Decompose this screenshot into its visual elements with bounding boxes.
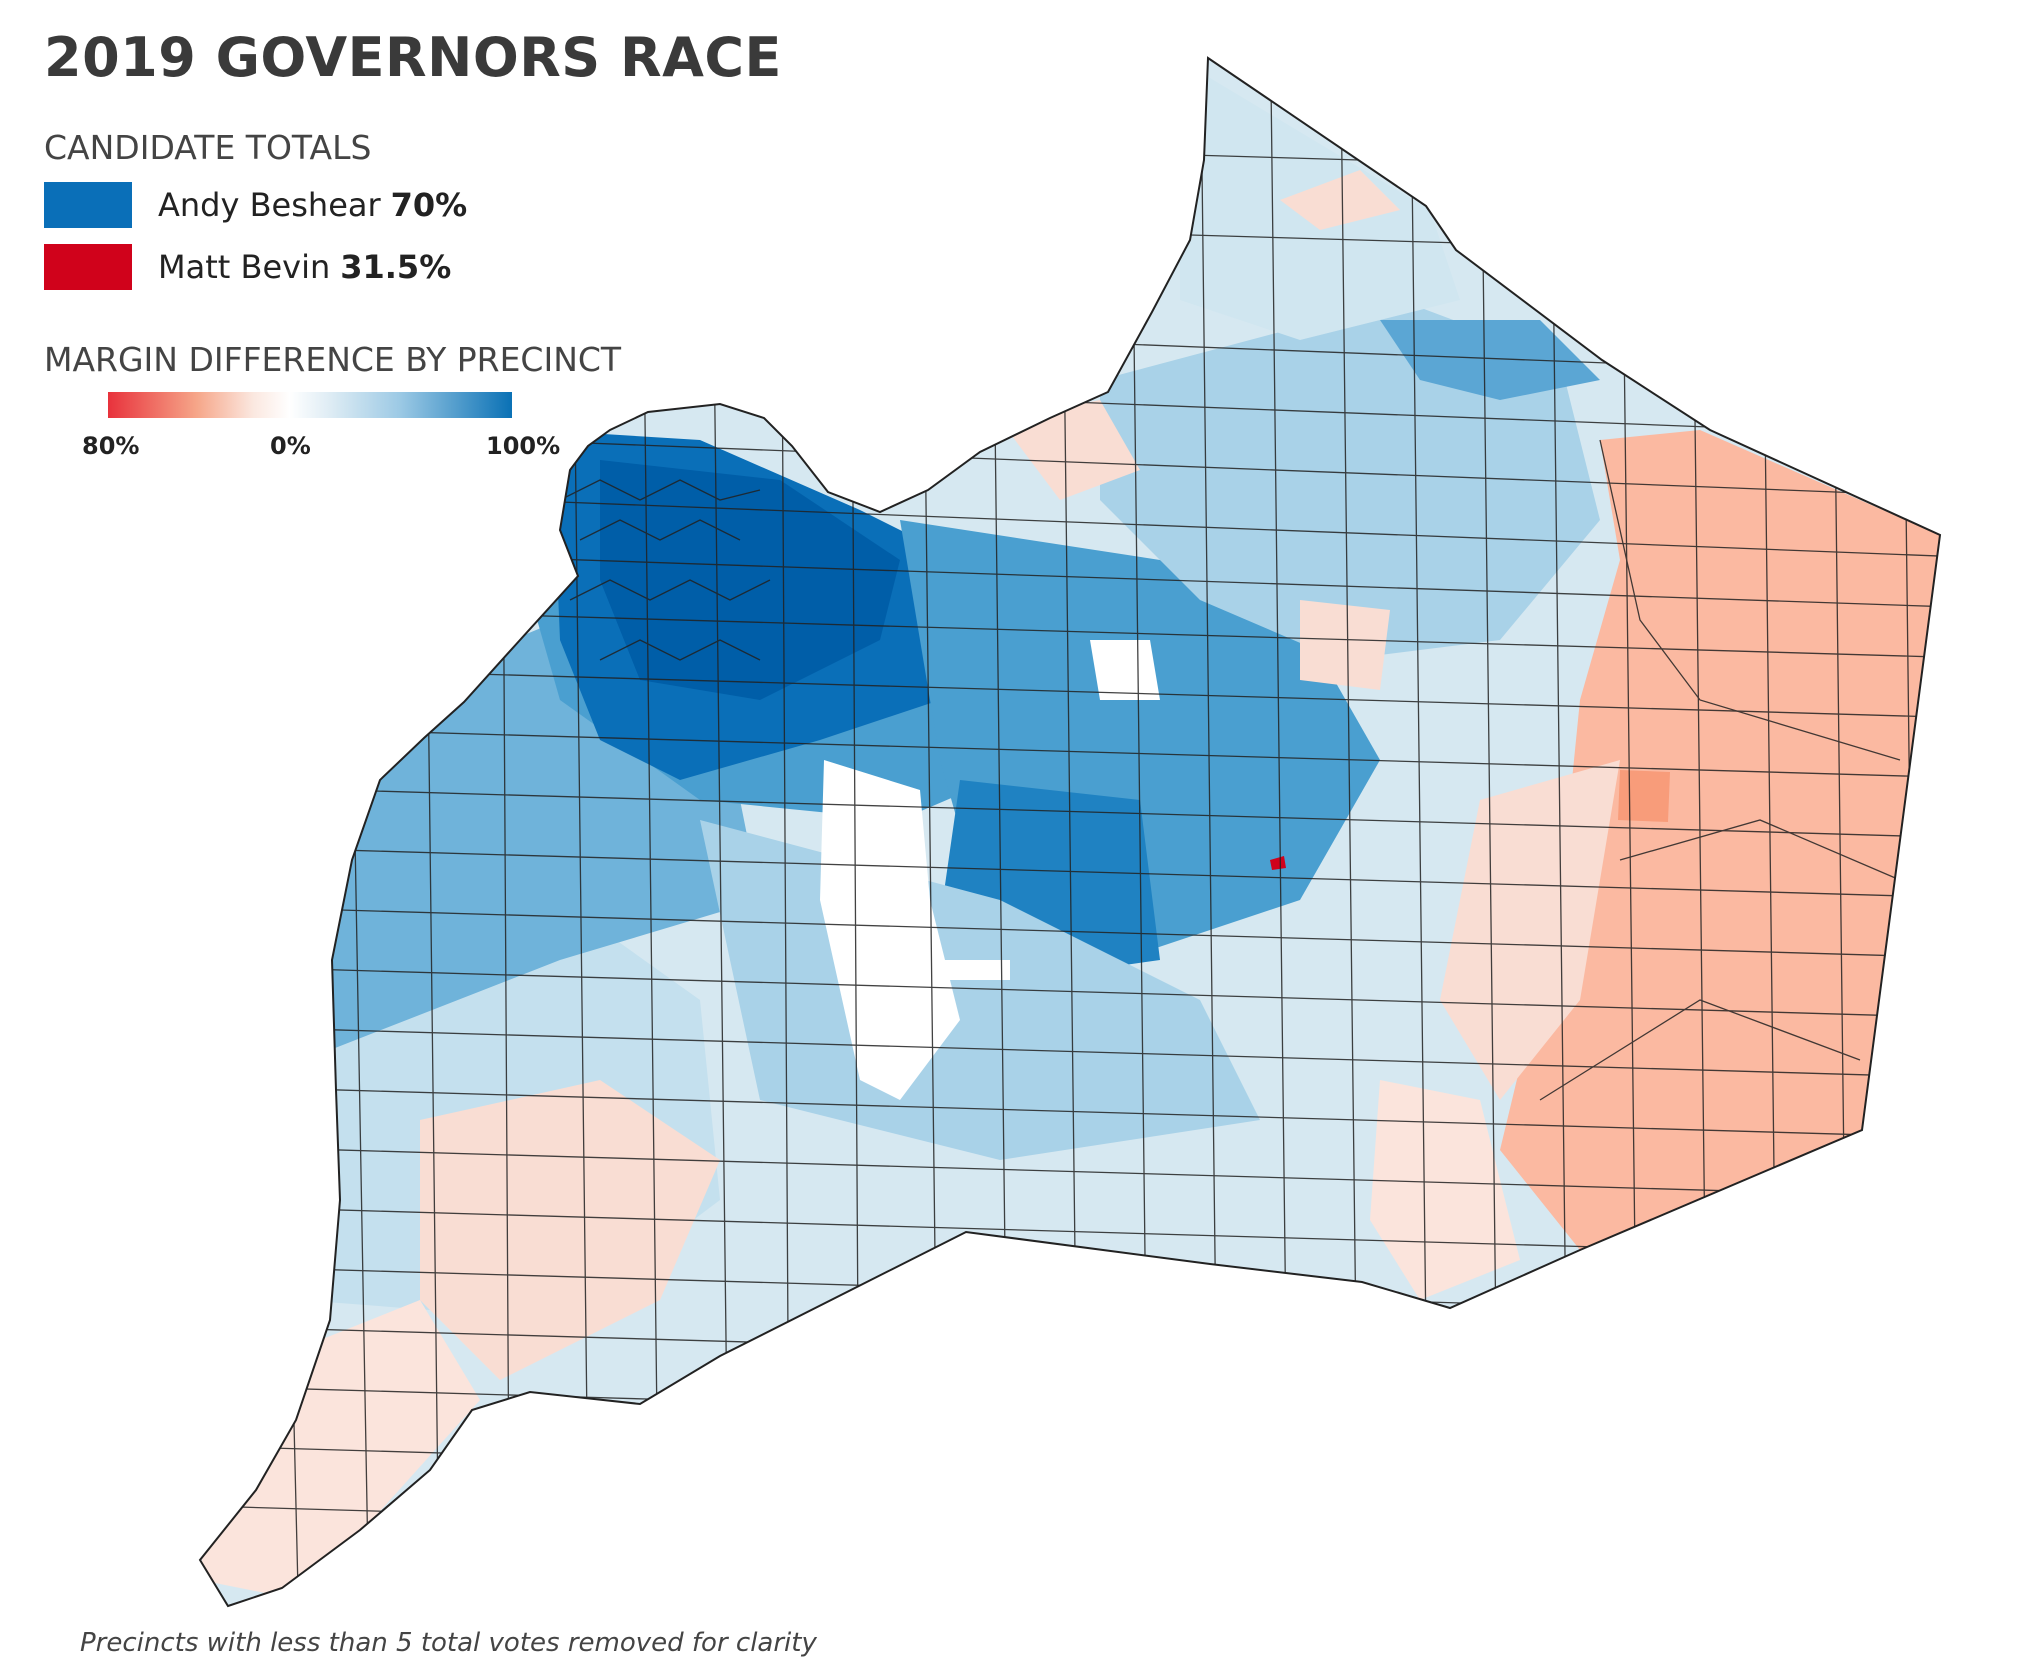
north-tip-red-pocket — [1280, 170, 1400, 230]
north-highlight-region — [1380, 320, 1600, 400]
small-white-area — [940, 960, 1010, 980]
beshear-swatch — [44, 182, 132, 228]
beshear-pct: 70% — [390, 186, 468, 224]
downtown-core-region — [600, 460, 900, 700]
county-outline — [198, 56, 1942, 1608]
legend-item-beshear: Andy Beshear 70% — [44, 182, 467, 228]
legend-item-bevin: Matt Bevin 31.5% — [44, 244, 451, 290]
central-red-pocket — [1300, 600, 1390, 690]
east-red-region — [1500, 430, 1940, 1250]
bevin-label: Matt Bevin 31.5% — [158, 248, 452, 286]
east-salmon-precinct — [1618, 770, 1670, 822]
bevin-pct: 31.5% — [340, 248, 452, 286]
scale-tick-100: 100% — [486, 432, 561, 460]
scale-tick-0: 0% — [270, 432, 311, 460]
park-area — [1090, 640, 1160, 700]
beshear-label: Andy Beshear 70% — [158, 186, 468, 224]
footnote: Precincts with less than 5 total votes r… — [80, 1628, 817, 1658]
red-precinct — [1270, 856, 1286, 870]
southeast-pale-red-region — [1370, 1080, 1520, 1300]
scale-tick-80: 80% — [82, 432, 140, 460]
candidate-totals-label: CANDIDATE TOTALS — [44, 128, 372, 167]
map-title: 2019 GOVERNORS RACE — [44, 26, 782, 89]
bevin-swatch — [44, 244, 132, 290]
east-pale-red-region — [1440, 760, 1620, 1100]
margin-scale-label: MARGIN DIFFERENCE BY PRECINCT — [44, 340, 622, 379]
margin-color-scale — [108, 392, 512, 418]
